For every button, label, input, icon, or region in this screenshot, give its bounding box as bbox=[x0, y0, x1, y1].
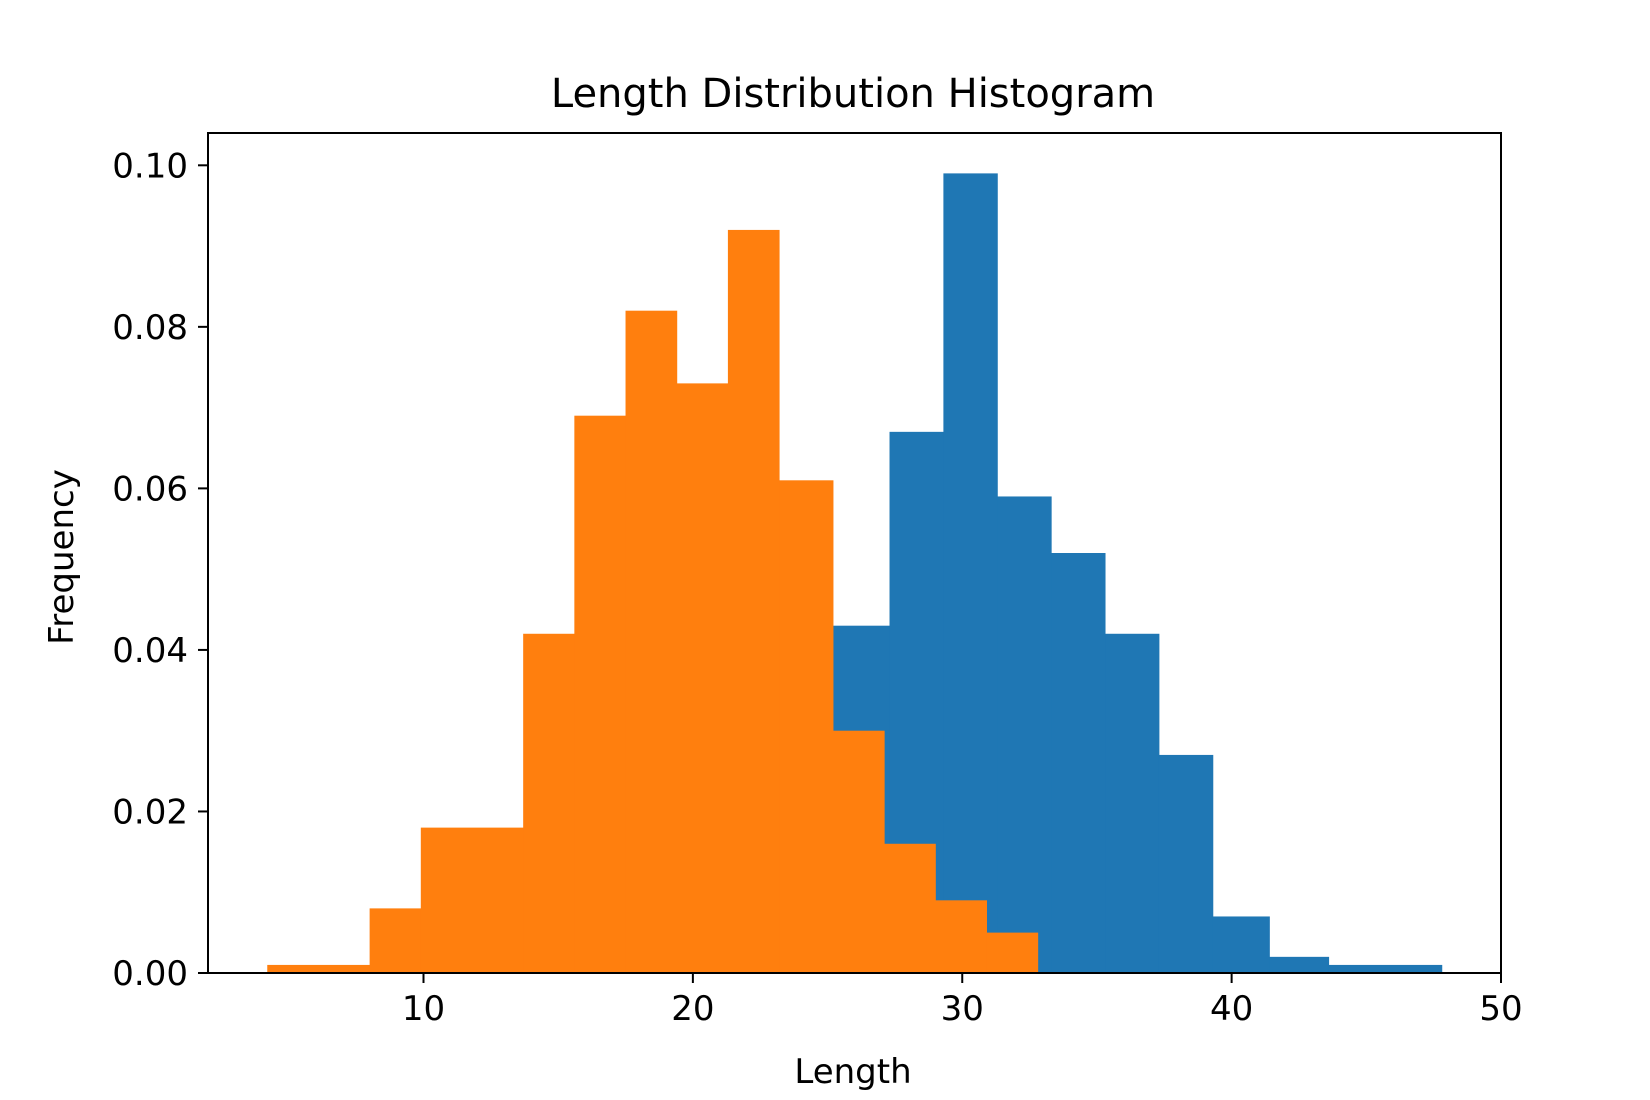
x-tick-label: 50 bbox=[1479, 989, 1522, 1029]
x-tick-label: 40 bbox=[1210, 989, 1253, 1029]
plot-frame bbox=[207, 132, 1502, 974]
histogram-bar bbox=[1269, 956, 1330, 973]
x-axis-title: Length bbox=[794, 1052, 911, 1092]
series-0 bbox=[832, 173, 1443, 973]
histogram-bar bbox=[1212, 916, 1270, 973]
y-axis-ticks: 0.00 0.02 0.04 0.06 0.08 0.10 bbox=[112, 146, 208, 994]
histogram-bar bbox=[884, 843, 936, 973]
y-tick-label: 0.00 bbox=[112, 954, 188, 994]
histogram-bar bbox=[727, 229, 780, 973]
histogram-bar bbox=[267, 964, 371, 973]
histogram-bar bbox=[943, 173, 998, 973]
histogram-bar bbox=[997, 496, 1052, 973]
histogram-bar bbox=[420, 827, 524, 973]
histogram-bar bbox=[779, 480, 834, 973]
histogram-bar bbox=[523, 633, 575, 973]
x-axis-ticks: 10 20 30 40 50 bbox=[402, 973, 1523, 1029]
histogram-bar bbox=[1328, 964, 1443, 973]
series-1 bbox=[267, 229, 1039, 973]
histogram-bar bbox=[1105, 633, 1160, 973]
x-tick-label: 20 bbox=[671, 989, 714, 1029]
histogram-bar bbox=[625, 310, 678, 973]
histogram-bar bbox=[832, 730, 885, 973]
histogram-bar bbox=[935, 900, 987, 973]
y-tick-label: 0.08 bbox=[112, 308, 188, 348]
y-tick-label: 0.02 bbox=[112, 792, 188, 832]
histogram-bar bbox=[369, 908, 422, 973]
histogram-bar bbox=[1158, 754, 1214, 973]
bars-layer bbox=[267, 173, 1443, 973]
x-tick-label: 10 bbox=[402, 989, 445, 1029]
histogram-bar bbox=[1051, 553, 1106, 973]
histogram-bar bbox=[676, 383, 729, 973]
chart-title: Length Distribution Histogram bbox=[551, 71, 1155, 117]
x-tick-label: 30 bbox=[941, 989, 984, 1029]
y-tick-label: 0.06 bbox=[112, 469, 188, 509]
histogram-bar bbox=[574, 415, 627, 973]
histogram-bar bbox=[986, 932, 1039, 973]
y-tick-label: 0.10 bbox=[112, 146, 188, 186]
y-tick-label: 0.04 bbox=[112, 631, 188, 671]
y-axis-title: Frequency bbox=[42, 469, 82, 645]
